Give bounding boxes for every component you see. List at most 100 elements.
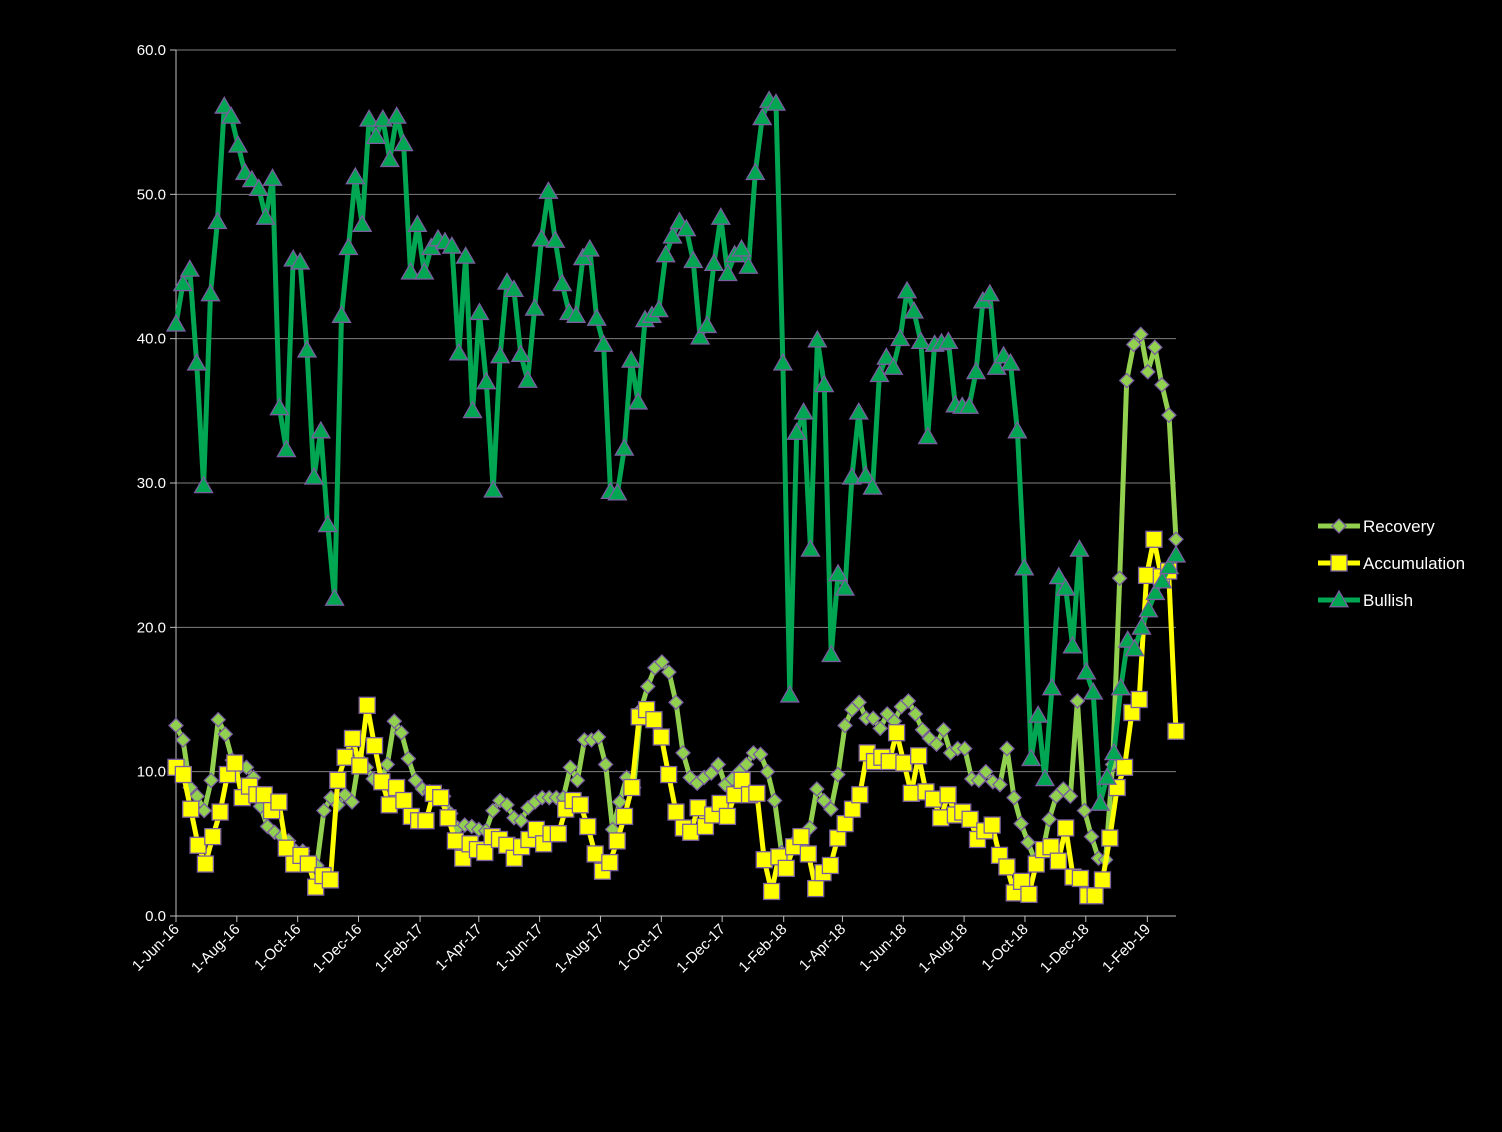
accumulation-point: [277, 839, 295, 857]
bullish-point: [365, 126, 387, 145]
bullish-point: [1021, 748, 1042, 767]
accumulation-point: [358, 696, 376, 714]
bullish-point: [455, 246, 476, 264]
y-tick-label: 30.0: [137, 475, 166, 492]
accumulation-point: [887, 724, 906, 742]
accumulation-point: [321, 871, 340, 889]
accumulation-point: [446, 832, 465, 850]
accumulation-point: [821, 856, 840, 875]
bullish-point: [1083, 681, 1104, 700]
recovery-point: [815, 792, 832, 809]
bullish-point: [938, 331, 959, 349]
recovery-point: [851, 694, 868, 711]
accumulation-point: [836, 814, 854, 833]
recovery-point: [759, 763, 776, 780]
legend-item-bullish: Bullish: [1318, 589, 1413, 610]
accumulation-point: [1027, 855, 1045, 873]
bullish-point: [400, 261, 421, 280]
bullish-point: [683, 250, 704, 269]
accumulation-point: [527, 820, 545, 839]
recovery-point: [1041, 811, 1058, 828]
recovery-point: [970, 772, 987, 789]
accumulation-point: [204, 827, 222, 846]
accumulation-point: [549, 825, 568, 843]
series: [165, 90, 1187, 905]
legend-item-accumulation: Accumulation: [1318, 554, 1465, 573]
bullish-point: [1007, 420, 1028, 439]
bullish-point: [393, 133, 414, 152]
accumulation-point: [682, 823, 700, 841]
accumulation-point: [395, 791, 413, 810]
accumulation-point: [189, 836, 207, 854]
bullish-point: [517, 370, 538, 388]
bullish-point: [696, 315, 718, 334]
bullish-point: [890, 328, 911, 347]
bullish-point: [503, 279, 525, 297]
recovery-point: [999, 740, 1015, 757]
bullish-point: [1110, 677, 1131, 696]
accumulation-point: [432, 788, 450, 807]
recovery-point: [1006, 789, 1022, 806]
recovery-point: [196, 802, 213, 819]
accumulation-point: [1049, 852, 1068, 870]
bullish-point: [372, 108, 394, 127]
bullish-point: [352, 214, 373, 233]
accumulation-point: [571, 796, 590, 814]
recovery-point: [484, 802, 501, 819]
bullish-point: [752, 107, 773, 126]
bullish-point: [841, 466, 862, 485]
accumulation-point: [909, 747, 928, 765]
accumulation-point: [586, 845, 604, 863]
recovery-point: [935, 721, 952, 738]
bullish-point: [269, 397, 290, 416]
accumulation-point: [1101, 829, 1119, 847]
bullish-point: [303, 466, 325, 485]
accumulation-point: [998, 858, 1016, 876]
bullish-point: [903, 300, 925, 319]
bullish-point: [552, 273, 573, 292]
bullish-point: [227, 134, 249, 153]
bullish-point: [221, 106, 242, 124]
bullish-point: [731, 238, 752, 257]
bullish-point: [310, 420, 331, 439]
bullish-point: [165, 313, 187, 332]
bullish-point: [876, 347, 897, 365]
y-tick-label: 10.0: [137, 764, 166, 781]
recovery-point: [1069, 693, 1086, 709]
accumulation-point: [1057, 819, 1075, 837]
recovery-point: [1161, 407, 1177, 424]
legend: Recovery Accumulation Bullish: [1318, 517, 1465, 610]
bullish-point: [896, 280, 918, 299]
bullish-point: [717, 263, 738, 282]
bullish-point: [414, 261, 435, 280]
accumulation-point: [1115, 758, 1134, 776]
bullish-point: [621, 350, 642, 368]
bullish-point: [1138, 599, 1159, 618]
legend-marker: [1328, 589, 1350, 608]
accumulation-point: [601, 853, 619, 872]
recovery-point: [703, 765, 720, 782]
bullish-point: [276, 439, 297, 458]
bullish-point: [607, 482, 628, 501]
recovery-point: [710, 756, 727, 773]
bullish-point: [1034, 768, 1056, 787]
bullish-point: [910, 331, 931, 349]
accumulation-point: [1020, 885, 1038, 903]
bullish-point: [462, 400, 483, 419]
legend-label: Accumulation: [1363, 554, 1465, 573]
bullish-point: [421, 237, 442, 256]
bullish-point: [448, 342, 469, 361]
series-accumulation: [167, 530, 1185, 905]
accumulation-point: [226, 754, 244, 772]
recovery-point: [379, 756, 396, 773]
bullish-point: [800, 539, 821, 557]
bullish-point: [407, 214, 428, 233]
accumulation-point: [1137, 566, 1156, 585]
accumulation-point: [939, 786, 957, 804]
accumulation-point: [689, 799, 707, 817]
bullish-point: [979, 283, 1000, 302]
y-tick-label: 40.0: [137, 331, 166, 348]
accumulation-point: [659, 765, 678, 784]
bullish-point: [883, 357, 904, 375]
